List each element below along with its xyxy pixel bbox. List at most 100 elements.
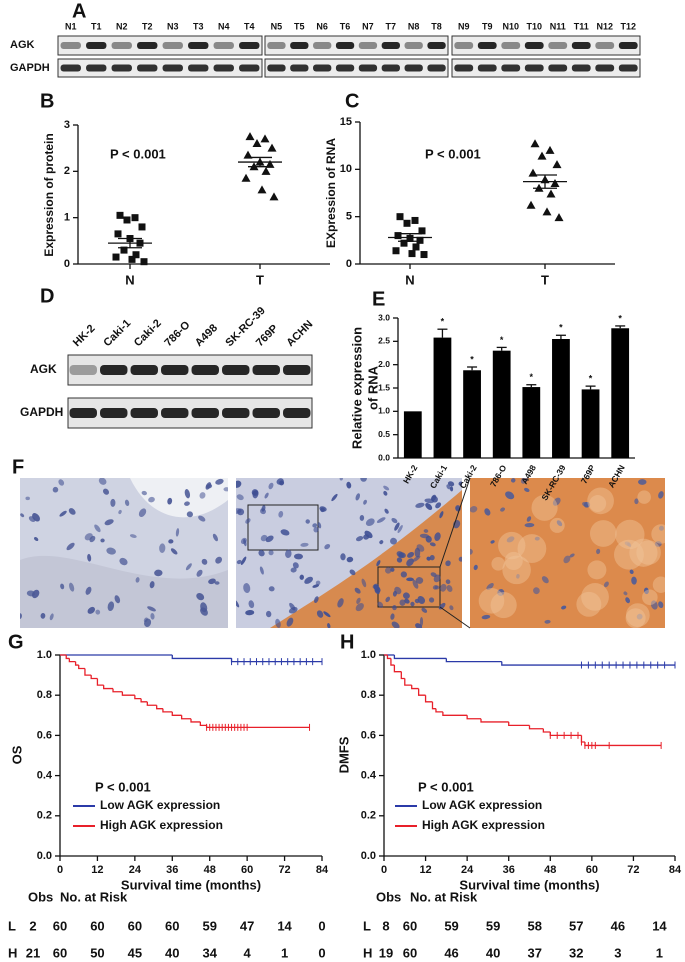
blot-membrane [264, 35, 449, 56]
nucleus [563, 555, 571, 564]
nucleus [104, 519, 114, 526]
nucleus [354, 587, 361, 594]
y-tick-label: 0.8 [37, 689, 52, 701]
nucleus [196, 569, 203, 577]
lane-label: N4 [218, 21, 230, 31]
risk-count: 60 [165, 918, 179, 933]
blot-band [335, 64, 355, 72]
nucleus [240, 556, 247, 565]
nucleus [205, 482, 212, 490]
nucleus [415, 623, 423, 628]
x-tick-label: 36 [166, 864, 178, 876]
nucleus [533, 587, 540, 595]
nucleus [280, 529, 290, 536]
data-point [416, 236, 424, 244]
nucleus [337, 598, 344, 608]
blot-band [595, 42, 615, 49]
data-point [123, 216, 131, 224]
survival-step [140, 698, 148, 703]
survival-step [424, 695, 433, 703]
panel-label: G [8, 631, 24, 653]
survival-step [528, 725, 544, 730]
blot-band [222, 408, 250, 418]
survival-step [393, 655, 447, 660]
blot-band [222, 365, 250, 375]
nucleus [59, 510, 67, 517]
blot-band [213, 42, 234, 49]
blot-band [111, 64, 132, 72]
nucleus [624, 541, 631, 546]
nucleus [654, 541, 662, 547]
y-tick-label: 3 [64, 119, 70, 131]
data-point [245, 132, 255, 141]
nucleus [85, 586, 92, 595]
x-tick-label: 72 [627, 864, 639, 876]
blot-band [191, 408, 219, 418]
risk-count: 60 [53, 918, 67, 933]
nucleus [390, 613, 395, 620]
risk-count: 46 [444, 945, 458, 960]
blot-band [595, 64, 615, 72]
blot-band [524, 64, 544, 72]
blot-membrane [451, 58, 641, 78]
annotation: P < 0.001 [418, 779, 474, 794]
nucleus [317, 522, 322, 529]
nucleus [212, 533, 219, 542]
x-tick-label: 84 [316, 864, 329, 876]
nucleus [569, 553, 575, 558]
nucleus [31, 589, 40, 599]
lane-label: T2 [142, 21, 153, 31]
risk-count: 4 [244, 945, 252, 960]
lane-label: N8 [408, 21, 420, 31]
nucleus [434, 532, 441, 541]
nucleus [186, 511, 194, 518]
blot-band [239, 64, 260, 72]
nucleus [625, 597, 631, 604]
blot-band [404, 42, 423, 49]
annotation: P < 0.001 [425, 146, 481, 161]
nucleus [410, 601, 415, 607]
nucleus [236, 494, 244, 501]
y-tick-label: 15 [340, 116, 352, 128]
nucleus [40, 612, 46, 619]
risk-count: 0 [318, 945, 325, 960]
nucleus [331, 493, 338, 502]
data-point [260, 134, 270, 143]
lane-label: T4 [244, 21, 255, 31]
zoom-line [439, 606, 471, 629]
nucleus [236, 480, 242, 488]
data-point [116, 211, 124, 219]
lane-label: T10 [526, 21, 542, 31]
lane-label: N5 [271, 21, 283, 31]
risk-count: 1 [656, 945, 663, 960]
risk-count: 14 [652, 918, 667, 933]
survival-step [442, 711, 468, 716]
nucleus [312, 584, 320, 588]
nucleus [510, 478, 516, 483]
data-point [257, 185, 267, 194]
bar [611, 328, 630, 458]
nucleus [412, 579, 419, 589]
legend-label: Low AGK expression [422, 798, 542, 812]
nucleus [243, 583, 251, 593]
nucleus [415, 502, 425, 508]
cytoplasm-patch [629, 538, 658, 567]
nucleus [124, 499, 130, 506]
y-tick-label: 0.6 [37, 729, 52, 741]
nucleus [544, 619, 551, 624]
data-point [114, 230, 122, 238]
survival-step [134, 695, 142, 700]
y-tick-label: 0.4 [361, 770, 377, 782]
x-tick-label: 60 [241, 864, 253, 876]
legend-label: Low AGK expression [100, 798, 220, 812]
y-axis-label: OS [9, 745, 24, 764]
nucleus [361, 578, 367, 588]
blot-membrane [57, 35, 263, 56]
row-label: GAPDH [20, 405, 63, 419]
data-point [392, 247, 400, 255]
data-point [418, 227, 426, 235]
blot-membrane [57, 58, 263, 78]
nucleus [32, 513, 40, 522]
cytoplasm-patch [502, 555, 531, 585]
nucleus [433, 574, 441, 583]
